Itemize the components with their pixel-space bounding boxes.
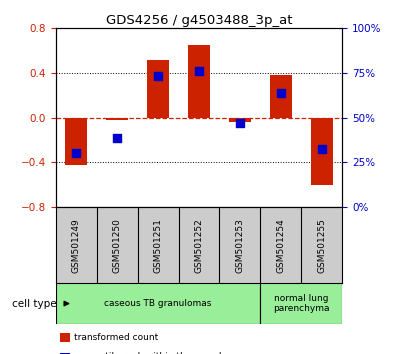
Text: GSM501254: GSM501254	[276, 218, 285, 273]
Bar	[56, 283, 260, 324]
Text: percentile rank within the sample: percentile rank within the sample	[74, 352, 227, 354]
Text: GSM501250: GSM501250	[113, 218, 122, 273]
Text: cell type: cell type	[12, 298, 57, 309]
Point	[196, 68, 202, 74]
Bar	[65, 118, 88, 165]
Bar	[310, 118, 333, 185]
Bar	[269, 75, 292, 118]
Point	[114, 135, 120, 141]
Point	[278, 90, 284, 96]
Point	[155, 74, 161, 79]
Text: GSM501251: GSM501251	[154, 218, 162, 273]
Title: GDS4256 / g4503488_3p_at: GDS4256 / g4503488_3p_at	[106, 14, 292, 27]
Bar	[106, 118, 129, 120]
Text: GSM501255: GSM501255	[317, 218, 326, 273]
Bar	[260, 283, 342, 324]
Text: caseous TB granulomas: caseous TB granulomas	[104, 299, 212, 308]
Point	[237, 120, 243, 126]
Text: GSM501253: GSM501253	[236, 218, 244, 273]
Text: GSM501252: GSM501252	[195, 218, 203, 273]
Text: GSM501249: GSM501249	[72, 218, 81, 273]
Point	[73, 151, 79, 156]
Text: normal lung
parenchyma: normal lung parenchyma	[273, 294, 330, 313]
Bar	[147, 59, 169, 118]
Bar	[229, 118, 251, 122]
Point	[319, 146, 325, 152]
Text: transformed count: transformed count	[74, 333, 158, 342]
Bar	[188, 45, 210, 118]
